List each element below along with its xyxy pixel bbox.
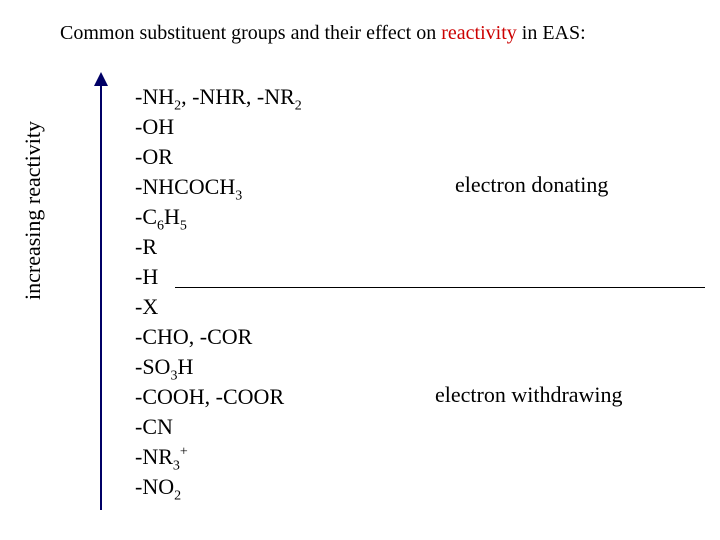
divider-line <box>175 287 705 288</box>
group-text: H <box>164 204 180 229</box>
list-item: -SO3H <box>135 352 302 382</box>
list-item: -C6H5 <box>135 202 302 232</box>
group-text: -COOH, -COOR <box>135 384 284 409</box>
group-text: -C <box>135 204 157 229</box>
list-item: -CN <box>135 412 302 442</box>
list-item: -NR3+ <box>135 442 302 472</box>
title-prefix: Common substituent groups and their effe… <box>60 22 441 44</box>
subscript: 5 <box>180 218 187 233</box>
page-title: Common substituent groups and their effe… <box>60 22 586 45</box>
list-item: -OH <box>135 112 302 142</box>
group-text: -NR <box>135 444 173 469</box>
label-electron-withdrawing: electron withdrawing <box>435 382 623 408</box>
group-text: -SO <box>135 354 170 379</box>
superscript: + <box>180 445 188 460</box>
group-text: -NH <box>135 84 174 109</box>
arrow-up-icon <box>94 72 108 86</box>
group-text: -CHO, -COR <box>135 324 252 349</box>
axis-label: increasing reactivity <box>20 121 46 300</box>
list-item: -NHCOCH3 <box>135 172 302 202</box>
title-suffix: in EAS: <box>517 22 586 44</box>
subscript: 2 <box>174 488 181 503</box>
arrow-line <box>100 80 102 510</box>
group-text: -NO <box>135 474 174 499</box>
group-text: -CN <box>135 414 173 439</box>
title-highlight: reactivity <box>441 22 517 44</box>
list-item: -NH2, -NHR, -NR2 <box>135 82 302 112</box>
list-item: -CHO, -COR <box>135 322 302 352</box>
list-item: -X <box>135 292 302 322</box>
subscript: 2 <box>295 98 302 113</box>
group-text: -R <box>135 234 157 259</box>
group-text: -OR <box>135 144 173 169</box>
group-text: -NHCOCH <box>135 174 235 199</box>
group-text: -OH <box>135 114 174 139</box>
list-item: -NO2 <box>135 472 302 502</box>
subscript: 3 <box>235 188 242 203</box>
subscript: 6 <box>157 218 164 233</box>
group-text: -X <box>135 294 158 319</box>
list-item: -OR <box>135 142 302 172</box>
label-electron-donating: electron donating <box>455 172 608 198</box>
list-item: -R <box>135 232 302 262</box>
substituent-list: -NH2, -NHR, -NR2 -OH -OR -NHCOCH3 -C6H5 … <box>135 82 302 502</box>
group-text: -H <box>135 264 158 289</box>
list-item: -COOH, -COOR <box>135 382 302 412</box>
group-text: , -NHR, -NR <box>181 84 295 109</box>
group-text: H <box>177 354 193 379</box>
